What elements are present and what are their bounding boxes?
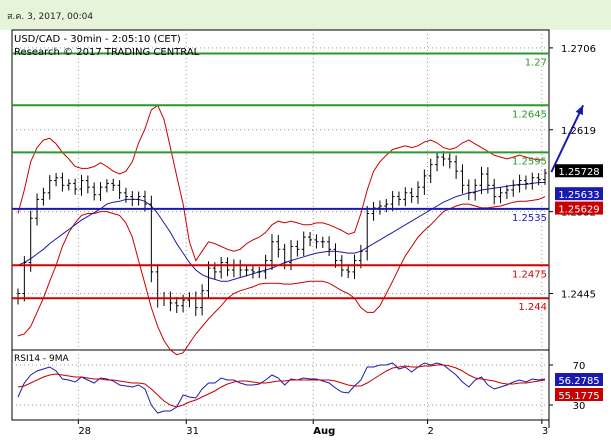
level-label: 1.2475 <box>512 269 547 280</box>
chart-title: USD/CAD - 30min - 2:05:10 (CET) <box>14 34 181 45</box>
rsi-ma-value-tag: 55.1775 <box>558 391 599 402</box>
rsi-series-rsi14 <box>17 362 546 414</box>
lower-band-value-tag: 1.25629 <box>558 205 599 216</box>
price-bars <box>16 151 547 316</box>
level-label: 1.2595 <box>512 156 547 167</box>
rsi-value-tag: 56.2785 <box>558 376 599 387</box>
rsi-y-tick-label: 30 <box>573 401 586 412</box>
x-tick-label: 28 <box>78 426 91 437</box>
date-label: ส.ค. 3, 2017, 00:04 <box>7 12 94 22</box>
chart-subtitle: Research © 2017 TRADING CENTRAL <box>14 47 200 58</box>
level-label: 1.2535 <box>512 213 547 224</box>
lower-band-value-tag-bg <box>555 201 603 215</box>
last-price-tag: 1.25728 <box>558 167 599 178</box>
level-label: 1.27 <box>525 58 547 69</box>
bollinger-upper-band <box>17 104 545 262</box>
plot-frame <box>11 29 550 421</box>
rsi-y-tick-label: 70 <box>573 361 586 372</box>
y-tick-label: 1.2706 <box>561 44 596 55</box>
forecast-arrow-head <box>575 105 584 116</box>
moving-average-line <box>17 182 545 282</box>
rsi-title: RSI14 - 9MA <box>14 354 70 364</box>
date-bar: ส.ค. 3, 2017, 00:04 <box>0 0 611 30</box>
x-tick-label: Aug <box>313 426 335 437</box>
rsi-value-tag-bg <box>555 373 603 386</box>
level-label: 1.2645 <box>512 109 547 120</box>
ma-value-tag: 1.25633 <box>558 190 599 201</box>
ma-value-tag-bg <box>555 187 603 201</box>
x-tick-label: 3 <box>542 426 548 437</box>
x-tick-label: 31 <box>186 426 199 437</box>
forecast-arrow-shaft <box>550 104 584 173</box>
x-tick-label: 2 <box>428 426 434 437</box>
rsi-series-ma9 <box>17 364 546 408</box>
bollinger-lower-band <box>17 196 546 356</box>
y-tick-label: 1.2445 <box>561 290 596 301</box>
rsi-ma-value-tag-bg <box>555 388 603 401</box>
last-price-tag-bg <box>555 164 603 178</box>
y-tick-label: 1.2619 <box>561 126 596 137</box>
level-label: 1.244 <box>518 302 547 313</box>
